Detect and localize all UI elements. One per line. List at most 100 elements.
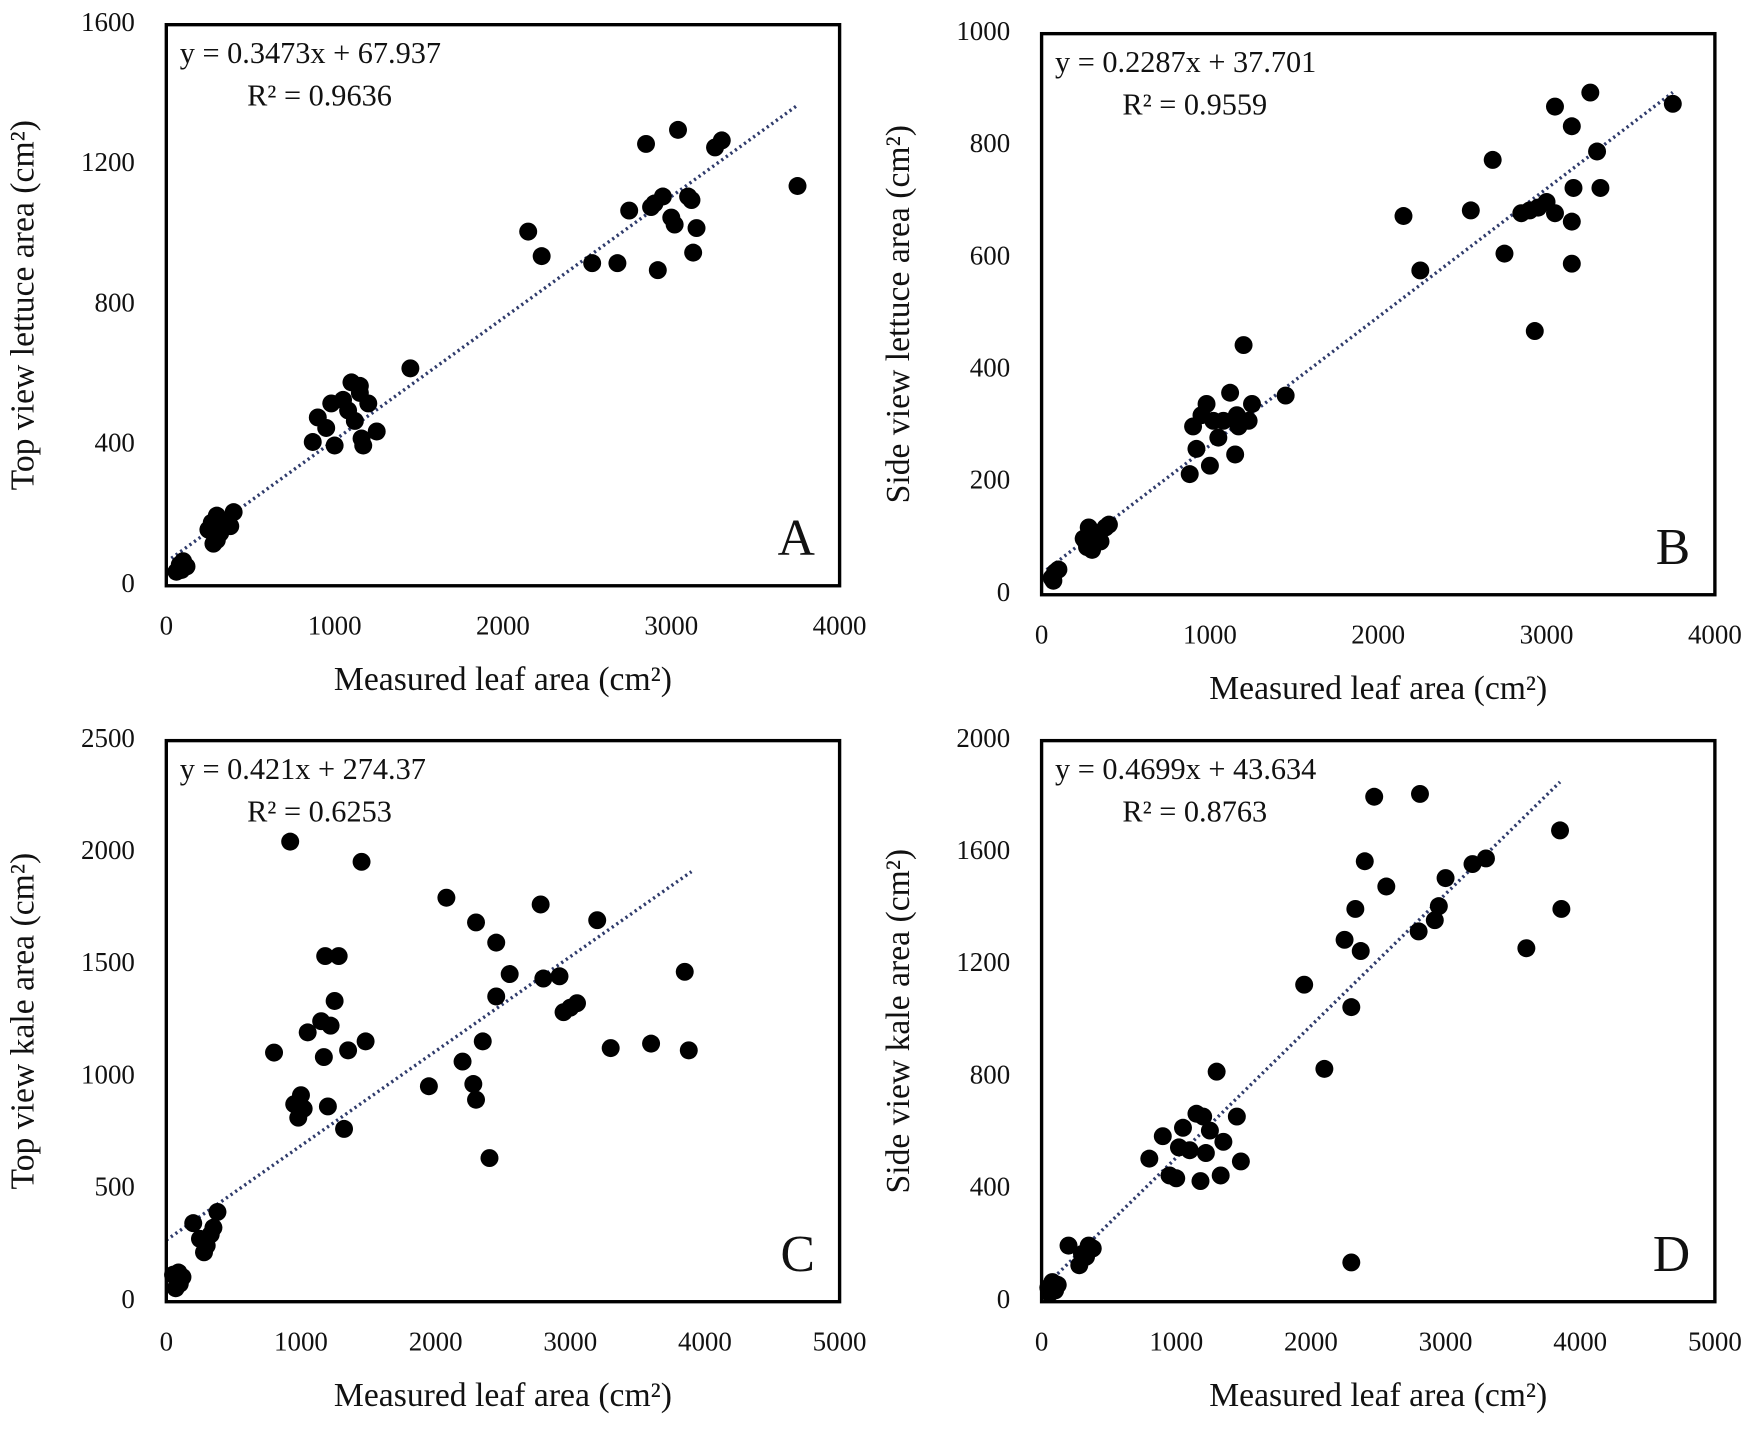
- point: [1552, 899, 1571, 918]
- point: [1365, 787, 1384, 806]
- point: [1588, 142, 1607, 161]
- point: [464, 1075, 483, 1093]
- y-axis-label: Side view lettuce area (cm²): [880, 125, 917, 503]
- point: [172, 561, 191, 579]
- point: [1342, 1253, 1361, 1272]
- point: [568, 994, 586, 1013]
- point: [1581, 83, 1600, 102]
- point: [316, 947, 335, 966]
- point: [1562, 254, 1581, 273]
- point: [1180, 465, 1199, 484]
- point: [335, 1119, 354, 1138]
- y-tick-label: 2500: [81, 723, 135, 753]
- point: [169, 1263, 188, 1282]
- point: [665, 215, 684, 234]
- point: [298, 1023, 317, 1042]
- y-tick-label: 800: [970, 1059, 1010, 1089]
- point: [1083, 1239, 1102, 1258]
- point: [473, 1032, 492, 1051]
- point: [1394, 207, 1413, 225]
- point: [419, 1077, 438, 1096]
- point: [1214, 411, 1233, 430]
- point: [350, 376, 369, 395]
- equation: y = 0.3473x + 67.937: [180, 36, 441, 70]
- point: [500, 965, 519, 984]
- y-tick-label: 1600: [956, 835, 1010, 865]
- x-tick-label: 5000: [813, 1327, 867, 1357]
- point: [1200, 1121, 1219, 1140]
- point: [1099, 515, 1118, 534]
- y-tick-label: 400: [970, 353, 1010, 383]
- x-tick-label: 2000: [1351, 620, 1405, 650]
- point: [583, 254, 602, 273]
- point: [1194, 1107, 1213, 1126]
- point: [345, 411, 364, 430]
- point: [534, 969, 553, 988]
- point: [303, 433, 322, 451]
- y-axis-label: Side view kale area (cm²): [880, 849, 917, 1194]
- point: [359, 394, 378, 413]
- point: [531, 895, 550, 914]
- point: [1517, 939, 1536, 958]
- point: [608, 254, 627, 273]
- point: [1525, 322, 1544, 341]
- y-tick-label: 600: [970, 240, 1010, 270]
- trendline: [1045, 91, 1674, 572]
- plot-frame: [164, 738, 842, 1304]
- x-tick-label: 1000: [1149, 1327, 1203, 1357]
- point: [1200, 456, 1219, 475]
- point: [519, 222, 538, 241]
- point: [1044, 571, 1063, 590]
- point: [642, 1034, 661, 1053]
- point: [1551, 821, 1570, 840]
- x-tick-label: 4000: [813, 611, 867, 641]
- x-axis-label: Measured leaf area (cm²): [1209, 1377, 1547, 1414]
- point: [1197, 395, 1216, 413]
- point: [329, 947, 348, 966]
- trendline: [165, 870, 693, 1242]
- x-tick-label: 3000: [1520, 620, 1574, 650]
- panel-label: B: [1656, 519, 1690, 576]
- x-tick-label: 3000: [644, 611, 698, 641]
- point: [1355, 852, 1374, 871]
- point: [453, 1052, 472, 1071]
- y-tick-label: 1500: [81, 947, 135, 977]
- point: [601, 1039, 620, 1058]
- point: [294, 1099, 313, 1118]
- x-tick-label: 1000: [274, 1327, 328, 1357]
- point: [712, 131, 731, 150]
- point: [265, 1043, 284, 1062]
- x-axis-label: Measured leaf area (cm²): [1209, 670, 1547, 707]
- point: [1239, 411, 1258, 430]
- y-tick-label: 800: [94, 287, 134, 317]
- x-tick-label: 4000: [1688, 620, 1742, 650]
- point: [1461, 201, 1480, 220]
- point: [208, 1202, 227, 1221]
- point: [645, 194, 664, 213]
- point: [1214, 1132, 1233, 1151]
- point: [1059, 1236, 1078, 1255]
- y-tick-label: 1600: [81, 7, 135, 37]
- x-axis-label: Measured leaf area (cm²): [334, 661, 672, 698]
- point: [356, 1032, 375, 1051]
- point: [1409, 922, 1428, 941]
- point: [1243, 395, 1261, 413]
- point: [1209, 428, 1228, 447]
- x-tick-label: 2000: [1284, 1327, 1338, 1357]
- point: [1295, 975, 1314, 994]
- y-tick-label: 1200: [81, 147, 135, 177]
- point: [281, 832, 300, 851]
- point: [224, 503, 243, 522]
- r-squared: R² = 0.8763: [1122, 795, 1267, 829]
- trendline: [170, 103, 799, 560]
- point: [532, 247, 551, 266]
- y-tick-label: 2000: [956, 723, 1010, 753]
- r-squared: R² = 0.9636: [247, 79, 392, 113]
- point: [1174, 1118, 1192, 1137]
- point: [321, 1016, 340, 1035]
- x-tick-label: 0: [160, 1327, 173, 1357]
- point: [669, 120, 687, 139]
- point: [620, 201, 639, 220]
- point: [588, 911, 607, 930]
